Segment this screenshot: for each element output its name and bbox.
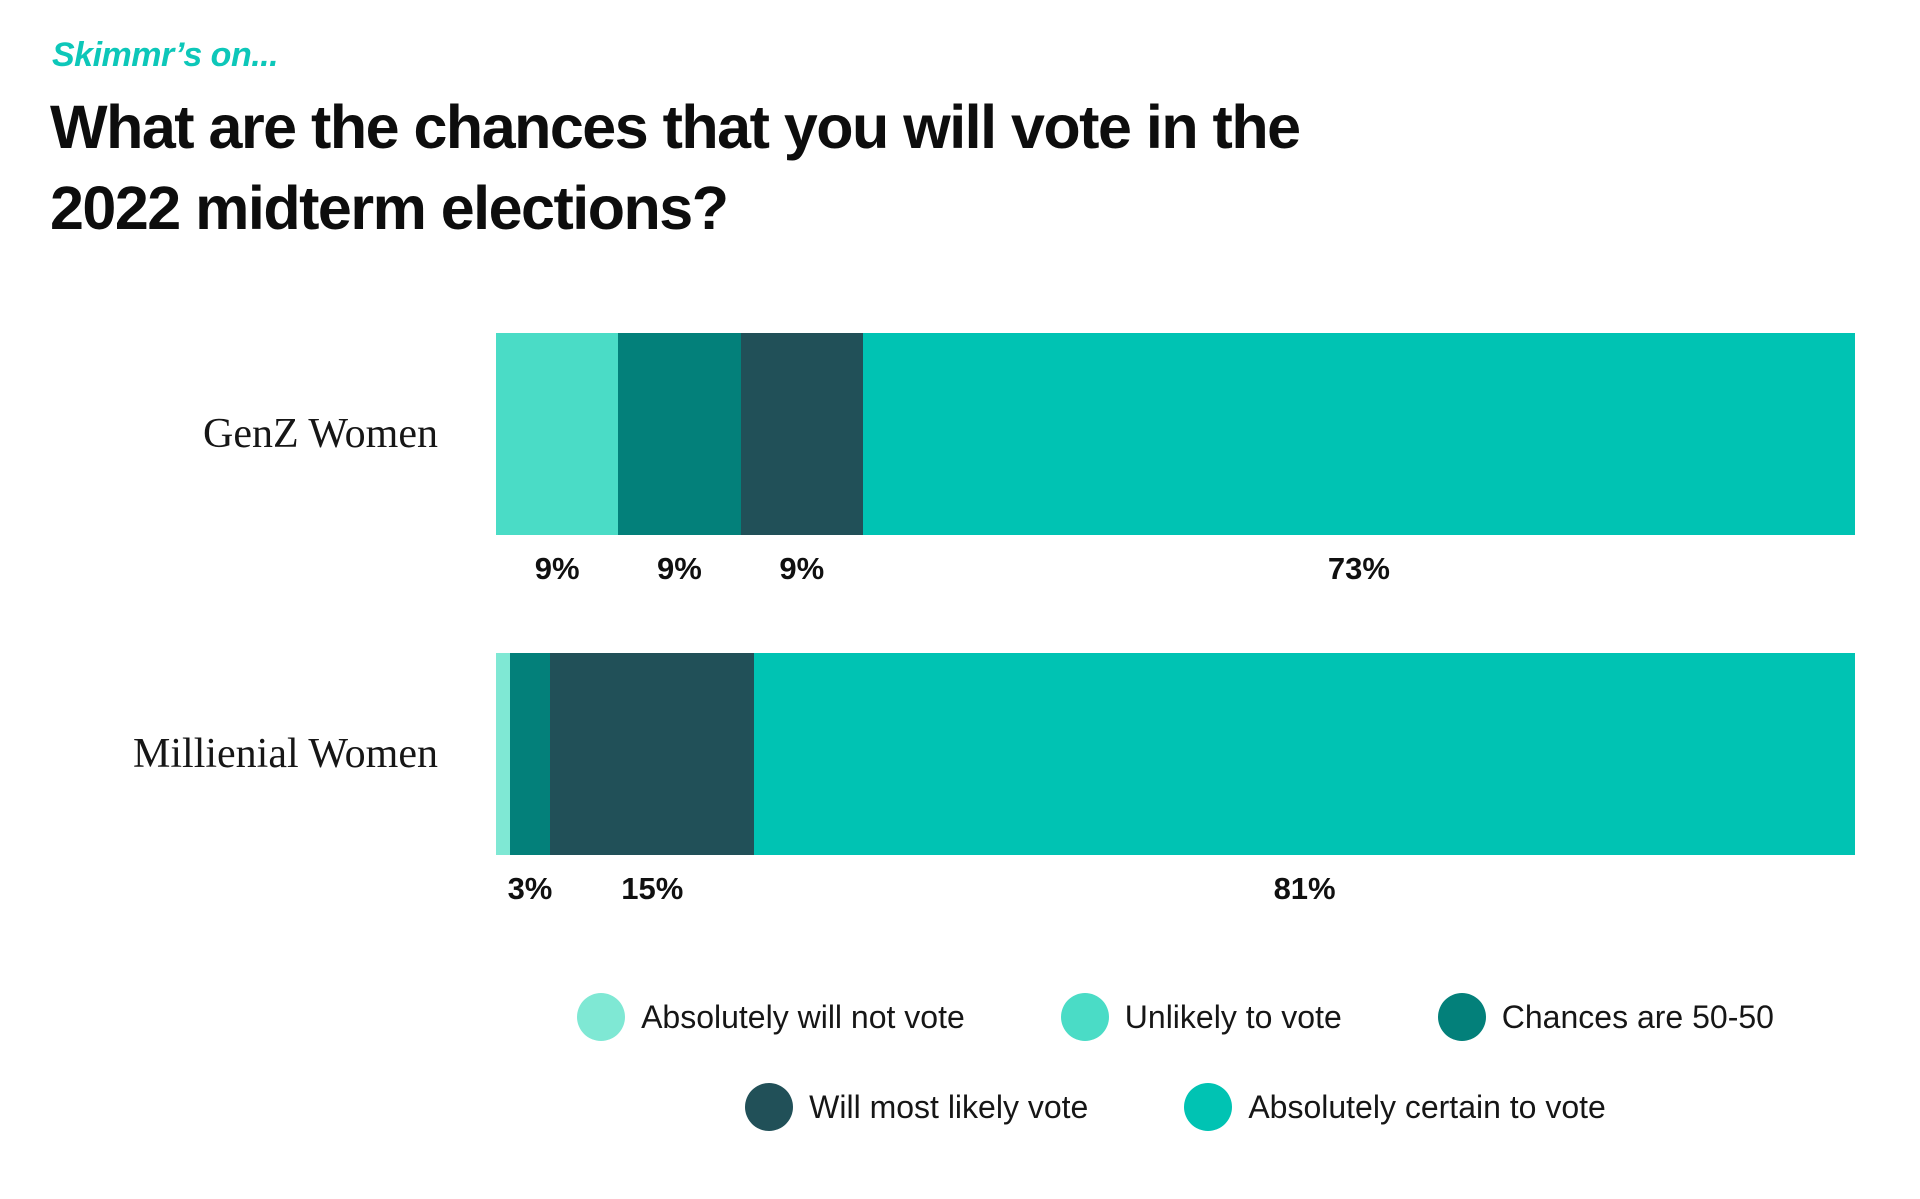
bar-segment [496,653,510,856]
chart-row: GenZ Women 9% 9% 9% 73% [0,333,1920,586]
value-label: 9% [779,551,825,587]
chart-row: Millienial Women 3% 15% 81% [0,653,1920,906]
chart-legend: Absolutely will not vote Unlikely to vote… [496,993,1855,1132]
legend-label: Chances are 50-50 [1501,998,1774,1035]
legend-swatch-circle-icon [745,1083,794,1132]
bar-track: 9% 9% 9% 73% [496,333,1855,586]
bar-segment [754,653,1855,856]
bar-track: 3% 15% 81% [496,653,1855,906]
legend-label: Absolutely will not vote [641,998,965,1035]
page-title-line-2: 2022 midterm elections? [50,174,729,243]
value-label: 3% [507,871,553,907]
value-label: 9% [657,551,702,587]
legend-item: Will most likely vote [745,1083,1089,1132]
category-label: Millienial Women [133,731,438,778]
bar-segment [618,333,741,536]
page-title: What are the chances that you will vote … [50,87,1920,249]
legend-label: Absolutely certain to vote [1248,1088,1606,1125]
legend-label: Unlikely to vote [1124,998,1342,1035]
value-label: 73% [1327,551,1390,587]
value-label: 9% [534,551,580,587]
legend-item: Absolutely certain to vote [1184,1083,1606,1132]
bar-segment [740,333,863,536]
legend-item: Absolutely will not vote [577,993,965,1042]
legend-row: Will most likely vote Absolutely certain … [745,1083,1606,1132]
category-label: GenZ Women [203,411,438,458]
legend-label: Will most likely vote [809,1088,1089,1125]
legend-swatch-circle-icon [577,993,626,1042]
value-label: 15% [621,871,684,907]
bar-segment [509,653,551,856]
legend-swatch-circle-icon [1184,1083,1233,1132]
value-label: 81% [1273,871,1336,907]
stacked-bar-chart: GenZ Women 9% 9% 9% 73% Millienial Women 3% 15%… [0,333,1920,906]
legend-swatch-circle-icon [1060,993,1109,1042]
bar-segment [862,333,1855,536]
legend-item: Unlikely to vote [1060,993,1342,1042]
kicker: Skimmr’s on... [52,36,279,74]
page-title-line-1: What are the chances that you will vote … [50,93,1301,161]
legend-swatch-circle-icon [1437,993,1486,1042]
legend-row: Absolutely will not vote Unlikely to vote… [577,993,1774,1042]
bar-segment [496,333,619,536]
legend-item: Chances are 50-50 [1437,993,1774,1042]
bar-segment [550,653,755,856]
